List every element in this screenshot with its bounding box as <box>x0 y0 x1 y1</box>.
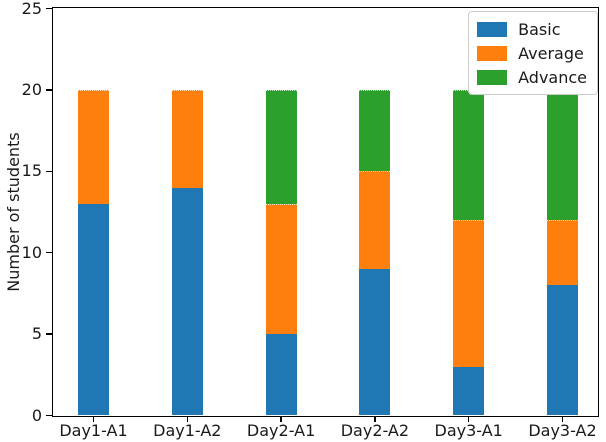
x-tick-label-day1-a2: Day1-A2 <box>153 421 222 440</box>
legend-label: Advance <box>518 67 587 87</box>
legend-label: Average <box>518 43 584 63</box>
bar-segment-day3-a1-advance <box>453 89 485 221</box>
y-tick-mark <box>46 170 52 173</box>
plot-area <box>52 7 599 417</box>
y-tick-label: 5 <box>31 324 42 344</box>
bar-segment-day2-a1-advance <box>265 89 297 204</box>
x-tick-label-day2-a1: Day2-A1 <box>246 421 316 440</box>
bar-segment-day1-a2-basic <box>171 187 203 416</box>
legend-item-basic: Basic <box>477 17 587 41</box>
bar-segment-day3-a1-average <box>453 220 485 367</box>
x-tick-label-day3-a1: Day3-A1 <box>434 421 503 440</box>
bar-segment-day3-a1-basic <box>453 366 485 416</box>
x-tick-label-day3-a2: Day3-A2 <box>528 421 597 440</box>
y-tick-label: 20 <box>21 79 42 99</box>
bar-segment-day3-a2-average <box>547 220 578 286</box>
bar-segment-day2-a1-basic <box>265 334 297 416</box>
x-tick-mark <box>561 416 564 422</box>
x-tick-mark <box>92 416 95 422</box>
y-tick-mark <box>46 89 52 91</box>
y-tick-label: 0 <box>31 405 42 425</box>
y-tick-mark <box>46 414 52 417</box>
bar-segment-day2-a1-average <box>265 203 297 335</box>
legend-item-advance: Advance <box>477 65 587 89</box>
legend-item-average: Average <box>477 41 587 65</box>
x-tick-mark <box>374 416 376 422</box>
bar-segment-day2-a2-advance <box>359 89 391 172</box>
x-tick-label-day1-a1: Day1-A1 <box>59 421 128 440</box>
bar-segment-day1-a1-basic <box>78 203 109 416</box>
legend-swatch-average <box>477 45 508 61</box>
legend-swatch-advance <box>477 69 508 85</box>
bar-segment-day1-a2-average <box>171 89 203 188</box>
y-tick-mark <box>46 251 52 254</box>
y-tick-label: 15 <box>21 161 42 181</box>
x-tick-label-day2-a2: Day2-A2 <box>340 421 410 440</box>
y-tick-label: 25 <box>21 0 42 18</box>
legend: Basic Average Advance <box>468 11 598 95</box>
y-axis-label: Number of students <box>4 132 23 292</box>
bar-segment-day1-a1-average <box>78 89 109 204</box>
legend-swatch-basic <box>477 21 508 37</box>
y-tick-mark <box>46 7 52 10</box>
bar-segment-day2-a2-basic <box>359 268 391 416</box>
bar-segment-day2-a2-average <box>359 171 391 269</box>
x-tick-mark <box>280 416 282 422</box>
legend-label: Basic <box>518 19 561 39</box>
y-tick-label: 10 <box>21 242 42 262</box>
y-tick-mark <box>46 333 52 335</box>
bar-segment-day3-a2-basic <box>547 285 578 416</box>
x-tick-mark <box>186 416 189 422</box>
bar-segment-day3-a2-advance <box>547 89 578 221</box>
x-tick-mark <box>467 416 470 422</box>
